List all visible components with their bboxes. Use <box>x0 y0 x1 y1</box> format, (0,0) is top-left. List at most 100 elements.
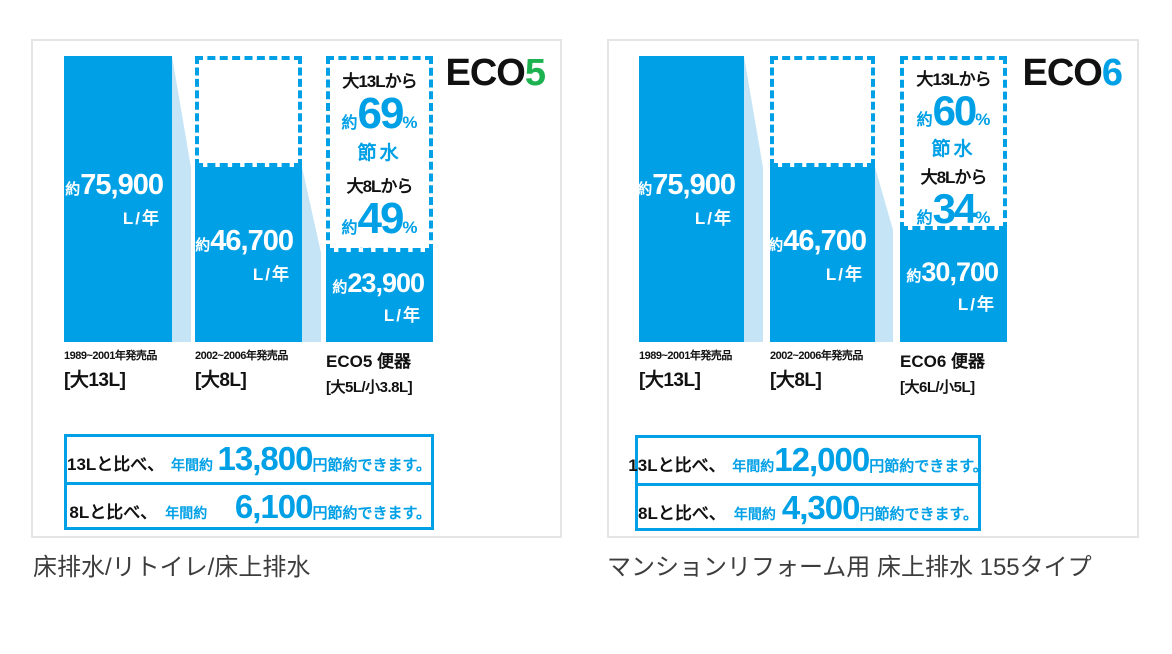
percent-mark: % <box>975 110 991 129</box>
savings-note: 節水 <box>357 143 402 164</box>
approx-prefix: 約 <box>341 220 358 237</box>
connector-shape <box>302 167 321 342</box>
bar-label-period: 2002~2006年発売品 <box>770 350 863 362</box>
eco6-panel: ECO6 約 75,900 L/年 約 46,700 L/年 大13Lから 約 <box>607 39 1139 538</box>
cost-prefix: 年間約 <box>171 457 213 473</box>
bar-label-period: 1989~2001年発売品 <box>64 350 157 362</box>
bar-value-number: 30,700 <box>921 257 999 287</box>
approx-prefix: 約 <box>195 236 211 254</box>
approx-prefix: 約 <box>637 181 653 198</box>
bar-value-number: 23,900 <box>347 268 425 298</box>
bar-value-number: 46,700 <box>783 224 867 257</box>
eco-logo-digit: 6 <box>1101 52 1123 94</box>
bar-label: 1989~2001年発売品 [大13L] <box>639 347 732 392</box>
approx-prefix: 約 <box>65 181 81 198</box>
bar-value: 約 46,700 <box>768 224 867 258</box>
eco5-panel: ECO5 約 75,900 L/年 約 46,700 L/年 大13Lから 約 <box>31 39 562 538</box>
bar-value-number: 75,900 <box>80 169 164 201</box>
savings-note: 節水 <box>330 243 429 248</box>
savings-percent-block: 大13Lから 約 60 % 節水 <box>904 65 1003 161</box>
percent-mark: % <box>402 113 418 132</box>
bar-label-period: ECO6 便器 <box>900 352 986 371</box>
bar-value: 約 75,900 <box>65 169 164 202</box>
previous-level-dashed-box <box>770 56 875 167</box>
cost-compare-label: 8Lと比べ、 <box>638 504 726 523</box>
bar-label: 2002~2006年発売品 [大8L] <box>195 347 288 392</box>
cost-savings-box: 13Lと比べ、 年間約 13,800 円節約できます。 8Lと比べ、 年間約 6… <box>64 434 434 530</box>
approx-prefix: 約 <box>906 268 922 285</box>
bar-label-volume: [大8L] <box>195 370 247 391</box>
cost-savings-box: 13Lと比べ、 年間約 12,000 円節約できます。 8Lと比べ、 年間約 4… <box>628 435 988 531</box>
connector-shape <box>875 167 893 342</box>
cost-amount: 12,000 <box>774 441 870 478</box>
savings-from-label: 大13Lから <box>342 72 417 91</box>
bar-8l: 約 46,700 L/年 <box>195 167 302 342</box>
eco-logo-text: ECO <box>1022 52 1103 94</box>
cost-row: 8Lと比べ、 年間約 4,300 円節約できます。 <box>638 483 978 528</box>
savings-from-label: 大8Lから <box>346 177 414 196</box>
cost-suffix: 円節約できます。 <box>869 458 988 475</box>
bar-value-number: 75,900 <box>652 169 736 201</box>
bar-eco5: 約 23,900 L/年 <box>326 252 433 342</box>
savings-percent-number: 69 <box>357 89 404 138</box>
bar-label-volume: [大13L] <box>639 370 701 391</box>
bar-13l: 約 75,900 L/年 <box>64 56 172 342</box>
bar-13l: 約 75,900 L/年 <box>637 56 744 342</box>
cost-row: 13Lと比べ、 年間約 13,800 円節約できます。 <box>67 437 431 482</box>
cost-compare-label: 8Lと比べ、 <box>69 503 158 522</box>
bar-label: ECO6 便器 [大6L/小5L] <box>900 347 985 397</box>
bar-label: 1989~2001年発売品 [大13L] <box>64 347 157 392</box>
bar-label-volume: [大6L/小5L] <box>900 379 975 396</box>
savings-percent-block: 大8Lから 約 34 % 節水 <box>904 163 1003 230</box>
bar-value: 約 46,700 <box>195 225 294 258</box>
savings-percent: 約 60 % <box>904 90 1003 132</box>
approx-prefix: 約 <box>916 210 933 227</box>
cost-suffix: 円節約できます。 <box>859 506 978 523</box>
savings-from-label: 大13Lから <box>916 70 991 89</box>
cost-amount: 4,300 <box>781 489 861 526</box>
bar-label-volume: [大13L] <box>64 370 126 391</box>
savings-percent-block: 大8Lから 約 49 % 節水 <box>330 172 429 248</box>
eco-logo-text: ECO <box>445 52 526 94</box>
connector-shape <box>172 56 191 342</box>
savings-from-label: 大8Lから <box>920 168 988 187</box>
cost-amount: 6,100 <box>234 488 314 525</box>
percent-mark: % <box>975 208 991 227</box>
savings-percent: 約 69 % <box>330 92 429 136</box>
bar-value-unit: L/年 <box>694 209 733 228</box>
bar-value-unit: L/年 <box>252 264 291 284</box>
savings-percent-number: 34 <box>932 185 978 230</box>
bar-label: ECO5 便器 [大5L/小3.8L] <box>326 347 413 397</box>
bar-value: 約 23,900 <box>332 268 425 299</box>
cost-prefix: 年間約 <box>732 458 775 474</box>
panel-caption: マンションリフォーム用 床上排水 155タイプ <box>607 554 1092 581</box>
cost-row: 13Lと比べ、 年間約 12,000 円節約できます。 <box>628 438 987 483</box>
cost-row: 8Lと比べ、 年間約 6,100 円節約できます。 <box>67 482 431 527</box>
eco6-logo: ECO6 <box>1022 52 1124 95</box>
connector-shape <box>744 56 763 342</box>
cost-prefix: 年間約 <box>733 506 776 522</box>
savings-dashed-box: 大13Lから 約 60 % 節水 大8Lから 約 34 % 節水 <box>900 56 1007 230</box>
savings-percent-block: 大13Lから 約 69 % 節水 <box>330 67 429 165</box>
percent-mark: % <box>402 218 418 237</box>
bar-label-volume: [大5L/小3.8L] <box>326 379 413 396</box>
previous-level-dashed-box <box>195 56 302 167</box>
cost-amount: 13,800 <box>217 440 314 477</box>
savings-percent: 約 34 % <box>904 185 1003 230</box>
bar-value-unit: L/年 <box>122 209 161 228</box>
approx-prefix: 約 <box>768 236 784 254</box>
panel-caption: 床排水/リトイレ/床上排水 <box>33 554 311 581</box>
cost-prefix: 年間約 <box>165 505 208 521</box>
bar-value: 約 75,900 <box>637 169 736 202</box>
bar-value: 約 30,700 <box>906 257 999 288</box>
bar-label-period: 2002~2006年発売品 <box>195 350 288 362</box>
cost-suffix: 円節約できます。 <box>312 457 431 474</box>
eco-logo-digit: 5 <box>524 52 546 94</box>
savings-percent-number: 60 <box>932 87 978 134</box>
bar-label: 2002~2006年発売品 [大8L] <box>770 347 863 392</box>
eco5-logo: ECO5 <box>445 52 547 95</box>
approx-prefix: 約 <box>916 112 933 129</box>
bar-label-period: 1989~2001年発売品 <box>639 350 732 362</box>
approx-prefix: 約 <box>341 115 358 132</box>
